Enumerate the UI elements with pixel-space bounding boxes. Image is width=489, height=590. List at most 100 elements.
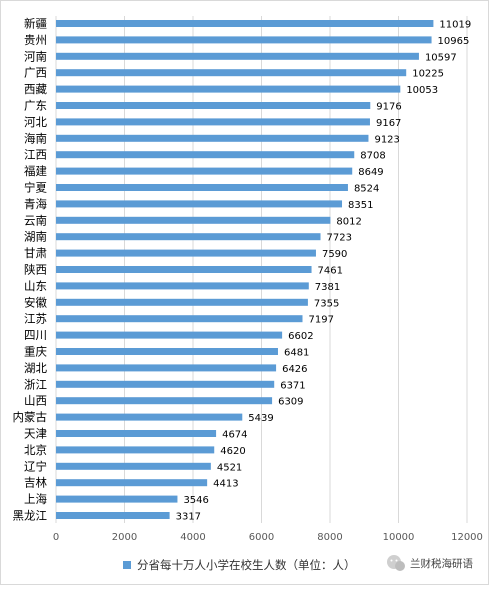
value-label: 3546 [183,495,208,506]
category-label: 河北 [24,115,47,129]
bar [56,446,215,454]
category-label: 辽宁 [24,459,47,473]
bar [56,200,343,208]
bar [56,151,355,159]
value-label: 6371 [280,380,305,391]
bar [56,20,434,27]
category-label: 湖北 [24,361,47,375]
value-label: 4413 [213,479,238,490]
x-tick-label: 8000 [317,532,342,543]
value-labels: 11019 10965 10597 10225 10053 9176 9167 9123 870… [176,20,472,523]
bar [56,69,407,77]
value-label: 7355 [314,298,339,309]
value-label: 8012 [336,216,361,227]
category-label: 内蒙古 [13,410,48,424]
bar [56,233,321,241]
legend-label: 分省每十万人小学在校生人数（单位：人） [137,558,356,572]
bar [56,331,283,339]
category-label: 西藏 [24,82,47,96]
category-label: 四川 [24,328,47,342]
bar [56,462,211,470]
bar [56,348,278,355]
value-label: 7590 [322,249,347,260]
bar [56,85,401,93]
watermark-text: 兰财税海研语 [410,557,473,570]
value-label: 6426 [282,364,307,375]
x-tick-label: 2000 [112,532,137,543]
bar [56,364,277,372]
category-label: 吉林 [24,476,47,490]
value-label: 3317 [176,512,201,523]
bar [56,413,243,421]
value-label: 10053 [406,85,438,96]
bar [56,380,275,388]
bar [56,266,312,273]
category-label: 江西 [24,148,47,162]
bar [56,298,308,306]
bar [56,134,369,142]
bar [56,184,348,191]
category-label: 云南 [24,213,47,227]
category-label: 广西 [24,66,47,80]
legend: 分省每十万人小学在校生人数（单位：人） [123,558,356,572]
category-label: 新疆 [24,17,47,31]
bar [56,102,371,109]
value-label: 7723 [327,233,352,244]
watermark: 兰财税海研语 [387,555,473,571]
x-tick-label: 10000 [383,532,415,543]
bar [56,118,370,126]
bars [56,20,434,519]
category-label: 海南 [24,131,47,145]
value-label: 8351 [348,200,373,211]
bar [56,216,331,224]
category-label: 广东 [24,99,47,113]
legend-swatch [123,561,131,569]
value-label: 9123 [374,134,399,145]
value-label: 8649 [358,167,383,178]
category-label: 山西 [24,394,47,408]
value-label: 4620 [220,446,245,457]
x-tick-label: 0 [53,532,59,543]
bar [56,315,303,323]
value-label: 6602 [288,331,313,342]
bar [56,36,432,44]
bar [56,495,178,503]
value-label: 7461 [318,266,343,277]
category-labels: 新疆贵州河南广西西藏广东河北海南江西福建宁夏青海云南湖南甘肃陕西山东安徽江苏四川… [13,17,48,523]
bar [56,430,217,437]
value-label: 5439 [248,413,273,424]
category-label: 青海 [24,197,47,211]
value-label: 10965 [438,36,470,47]
value-label: 4674 [222,430,247,441]
value-label: 9167 [376,118,401,129]
bar [56,167,353,175]
category-label: 甘肃 [24,246,47,260]
bar [56,479,208,487]
value-label: 4521 [217,462,242,473]
bar [56,397,273,405]
x-tick-label: 6000 [249,532,274,543]
category-label: 贵州 [24,33,47,47]
value-label: 9176 [376,102,401,113]
category-label: 湖南 [24,230,47,244]
bar [56,512,170,519]
category-label: 福建 [24,164,47,178]
x-tick-labels: 0 2000 4000 6000 8000 10000 12000 [53,532,483,543]
value-label: 11019 [439,20,471,31]
value-label: 6481 [284,348,309,359]
category-label: 上海 [24,492,47,506]
category-label: 浙江 [24,377,47,391]
bar [56,249,316,257]
category-label: 安徽 [24,295,47,309]
value-label: 8524 [354,184,379,195]
category-label: 北京 [24,443,47,457]
value-label: 7197 [308,315,333,326]
category-label: 江苏 [24,312,47,326]
category-label: 黑龙江 [13,509,48,523]
category-label: 天津 [24,427,47,441]
bar [56,282,309,290]
x-tick-label: 12000 [451,532,483,543]
value-label: 8708 [360,151,385,162]
value-label: 6309 [278,397,303,408]
